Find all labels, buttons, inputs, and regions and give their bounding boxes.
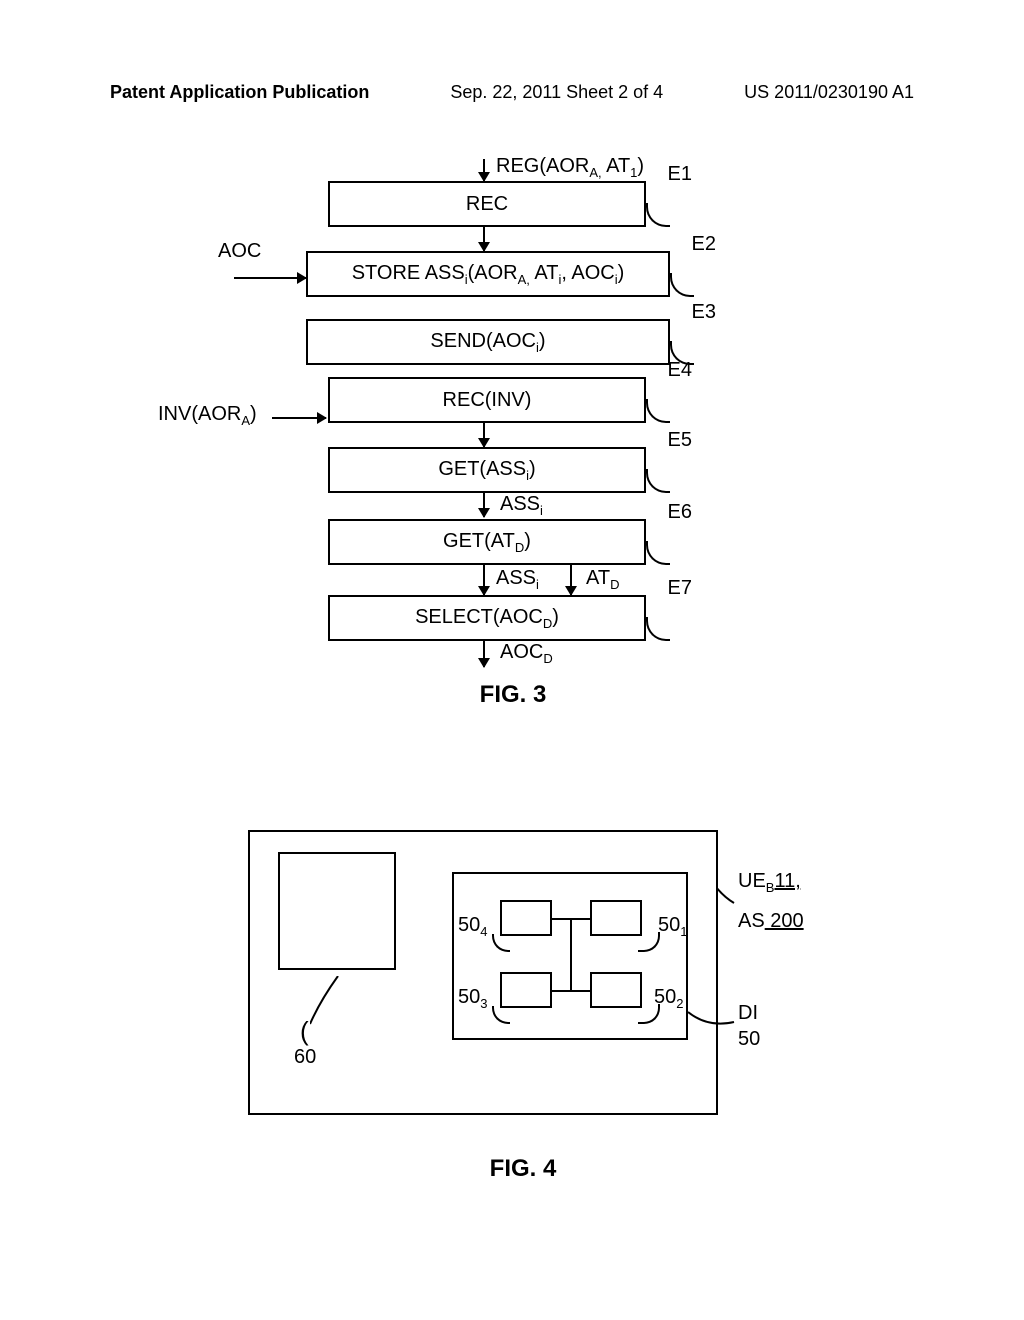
step-e4-label: E4 bbox=[668, 359, 692, 382]
inv-input-label: INV(AORA) bbox=[158, 403, 257, 428]
lead-di bbox=[688, 1010, 736, 1030]
step-e5-text: GET(ASSi) bbox=[438, 458, 535, 483]
aocd-output-label: AOCD bbox=[500, 641, 553, 666]
paren-60: ( bbox=[300, 1016, 309, 1047]
arrow-e5-e6 bbox=[483, 493, 485, 517]
lead-501 bbox=[638, 932, 660, 952]
aoc-input-label: AOC bbox=[218, 240, 261, 263]
step-e5-getass: GET(ASSi) E5 bbox=[328, 447, 646, 493]
lead-60 bbox=[310, 976, 340, 1026]
step-e2-text: STORE ASSi(AORA, ATi, AOCi) bbox=[352, 262, 625, 287]
page-header: Patent Application Publication Sep. 22, … bbox=[0, 82, 1024, 103]
ref-504: 504 bbox=[458, 914, 487, 939]
figure-3: REG(AORA, AT1) REC E1 AOC STORE ASSi(AOR… bbox=[248, 155, 778, 709]
reg-input-label: REG(AORA, AT1) bbox=[496, 155, 644, 180]
figure-4: 504 503 501 502 ( 60 UEB11, AS 200 DI 50 bbox=[248, 830, 888, 1183]
step-e3-label: E3 bbox=[692, 301, 716, 324]
di-label: DI bbox=[738, 1002, 758, 1025]
ref-60: 60 bbox=[294, 1046, 316, 1069]
step-e1-rec: REC E1 bbox=[328, 181, 646, 227]
atd-flow-label: ATD bbox=[586, 567, 619, 592]
arrow-e6-e7-left bbox=[483, 565, 485, 595]
di-50-label: 50 bbox=[738, 1028, 760, 1051]
step-e1-label: E1 bbox=[668, 163, 692, 186]
conn-vert bbox=[570, 918, 572, 990]
step-e7-select: SELECT(AOCD) E7 bbox=[328, 595, 646, 641]
step-e6-label: E6 bbox=[668, 501, 692, 524]
lead-503 bbox=[492, 1006, 510, 1024]
block-60 bbox=[278, 852, 396, 970]
step-e5-label: E5 bbox=[668, 429, 692, 452]
step-e2-label: E2 bbox=[692, 233, 716, 256]
assi-flow-label: ASSi bbox=[500, 493, 543, 518]
header-right: US 2011/0230190 A1 bbox=[744, 82, 914, 103]
header-center: Sep. 22, 2011 Sheet 2 of 4 bbox=[450, 82, 663, 103]
step-e7-label: E7 bbox=[668, 577, 692, 600]
lead-504 bbox=[492, 934, 510, 952]
step-e4-text: REC(INV) bbox=[443, 389, 532, 412]
arrow-out bbox=[483, 641, 485, 667]
arrow-reg-in bbox=[483, 159, 485, 181]
ueb-label: UEB11, bbox=[738, 870, 801, 895]
step-e6-text: GET(ATD) bbox=[443, 530, 531, 555]
conn-bottom bbox=[552, 990, 590, 992]
header-left: Patent Application Publication bbox=[110, 82, 369, 103]
arrow-inv-in bbox=[272, 417, 326, 419]
block-502 bbox=[590, 972, 642, 1008]
ref-501: 501 bbox=[658, 914, 687, 939]
step-e4-recinv: REC(INV) E4 bbox=[328, 377, 646, 423]
lead-ueb bbox=[716, 885, 736, 905]
arrow-e6-e7-right bbox=[570, 565, 572, 595]
arrow-e4-e5 bbox=[483, 423, 485, 447]
step-e7-text: SELECT(AOCD) bbox=[415, 606, 559, 631]
step-e6-getatd: GET(ATD) E6 bbox=[328, 519, 646, 565]
ref-503: 503 bbox=[458, 986, 487, 1011]
outer-box: 504 503 501 502 ( 60 bbox=[248, 830, 718, 1115]
block-504 bbox=[500, 900, 552, 936]
as-label: AS 200 bbox=[738, 910, 804, 933]
step-e3-send: SEND(AOCi) E3 bbox=[306, 319, 670, 365]
step-e1-text: REC bbox=[466, 193, 508, 216]
block-503 bbox=[500, 972, 552, 1008]
arrow-aoc-in bbox=[234, 277, 306, 279]
ref-502: 502 bbox=[654, 986, 683, 1011]
block-501 bbox=[590, 900, 642, 936]
step-e2-store: STORE ASSi(AORA, ATi, AOCi) E2 bbox=[306, 251, 670, 297]
fig4-caption: FIG. 4 bbox=[158, 1155, 888, 1183]
assi-flow-label-2: ASSi bbox=[496, 567, 539, 592]
di-box: 504 503 501 502 bbox=[452, 872, 688, 1040]
fig3-caption: FIG. 3 bbox=[248, 681, 778, 709]
step-e3-text: SEND(AOCi) bbox=[430, 330, 545, 355]
arrow-e1-e2 bbox=[483, 227, 485, 251]
